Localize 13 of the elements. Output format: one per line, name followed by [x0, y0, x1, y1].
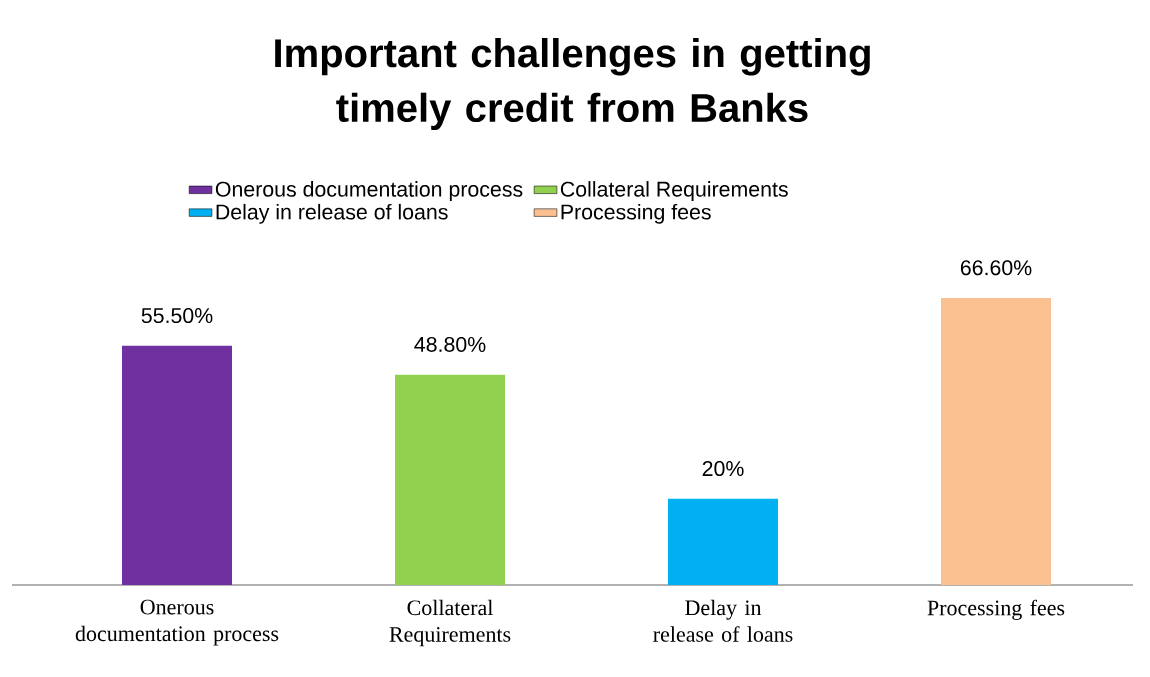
- x-tick-label: Delay in release of loans: [653, 599, 793, 642]
- data-label: 66.60%: [960, 260, 1032, 276]
- chart-title: Important challenges in getting timely credit from Banks: [275, 38, 870, 130]
- data-label: 48.80%: [414, 336, 486, 352]
- x-tick-label: Collateral Requirements: [389, 599, 511, 647]
- data-label: 20%: [702, 460, 744, 477]
- legend-label: Collateral Requirements: [560, 181, 788, 201]
- x-tick-label: Processing fees: [927, 599, 1065, 620]
- x-tick-label: Onerous documentation process: [75, 599, 279, 646]
- legend-label: Processing fees: [561, 203, 711, 224]
- legend-label: Onerous documentation process: [215, 181, 523, 201]
- legend-label: Delay in release of loans: [216, 203, 448, 224]
- data-label: 55.50%: [141, 308, 213, 324]
